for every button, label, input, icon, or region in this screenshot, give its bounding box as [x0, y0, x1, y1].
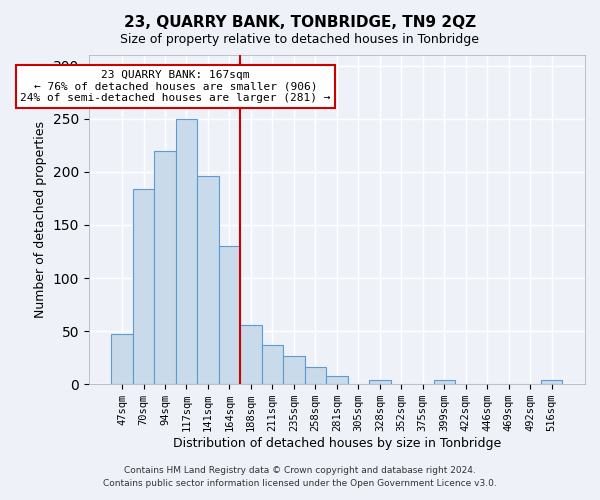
Bar: [240, 324, 262, 384]
Bar: [326, 376, 347, 384]
Bar: [541, 380, 562, 384]
Text: Size of property relative to detached houses in Tonbridge: Size of property relative to detached ho…: [121, 32, 479, 46]
Bar: [154, 150, 176, 384]
Text: 23, QUARRY BANK, TONBRIDGE, TN9 2QZ: 23, QUARRY BANK, TONBRIDGE, TN9 2QZ: [124, 15, 476, 30]
Bar: [283, 356, 305, 384]
Bar: [133, 189, 154, 384]
Bar: [111, 334, 133, 384]
Bar: [197, 176, 219, 384]
Bar: [262, 345, 283, 384]
Bar: [305, 367, 326, 384]
Y-axis label: Number of detached properties: Number of detached properties: [34, 121, 47, 318]
Text: Contains HM Land Registry data © Crown copyright and database right 2024.
Contai: Contains HM Land Registry data © Crown c…: [103, 466, 497, 487]
X-axis label: Distribution of detached houses by size in Tonbridge: Distribution of detached houses by size …: [173, 437, 501, 450]
Bar: [434, 380, 455, 384]
Bar: [369, 380, 391, 384]
Bar: [219, 246, 240, 384]
Text: 23 QUARRY BANK: 167sqm
← 76% of detached houses are smaller (906)
24% of semi-de: 23 QUARRY BANK: 167sqm ← 76% of detached…: [20, 70, 331, 103]
Bar: [176, 118, 197, 384]
